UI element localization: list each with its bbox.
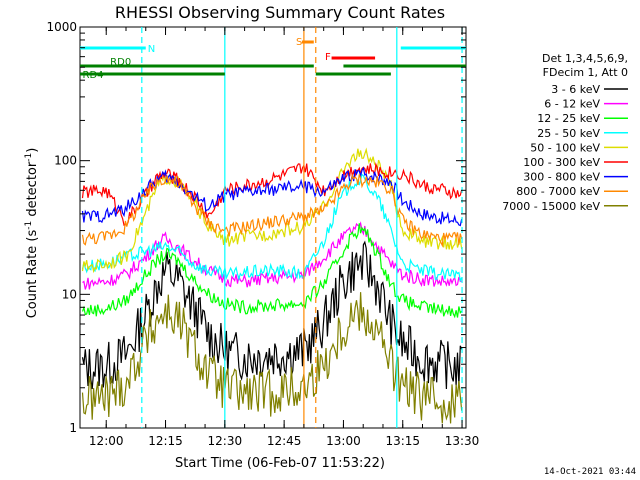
y-axis-label-mid: detector xyxy=(25,161,40,221)
series-line-6 xyxy=(81,161,463,227)
legend-header-line2: FDecim 1, Att 0 xyxy=(543,66,628,79)
y-tick-label: 10 xyxy=(62,287,77,301)
chart-title: RHESSI Observing Summary Count Rates xyxy=(115,3,445,22)
x-tick-label: 12:15 xyxy=(148,434,183,448)
plot-frame xyxy=(79,26,467,429)
legend-label-7: 300 - 800 keV xyxy=(523,171,600,184)
legend-label-4: 25 - 50 keV xyxy=(537,127,600,140)
series-line-4 xyxy=(81,173,463,283)
x-tick-label: 12:30 xyxy=(208,434,243,448)
x-tick-label: 12:45 xyxy=(267,434,302,448)
x-axis-ticks: 12:00 12:15 12:30 12:45 13:00 13:15 13:30 xyxy=(89,27,479,448)
legend-label-8: 800 - 7000 keV xyxy=(516,185,600,198)
y-axis-label-sup1: -1 xyxy=(24,221,34,230)
flag-label-rd4: RD4 xyxy=(83,70,104,81)
flag-label-s: S xyxy=(296,37,302,48)
series-line-5 xyxy=(81,147,463,274)
legend: Det 1,3,4,5,6,9, FDecim 1, Att 0 3 - 6 k… xyxy=(502,52,628,213)
flag-label-n: N xyxy=(148,44,155,55)
legend-label-6: 100 - 300 keV xyxy=(523,156,600,169)
legend-label-3: 12 - 25 keV xyxy=(537,112,600,125)
x-axis-label: Start Time (06-Feb-07 11:53:22) xyxy=(175,456,385,471)
y-tick-label: 100 xyxy=(54,154,77,168)
plot-area: N S F RD0 RD4 xyxy=(79,26,467,429)
x-tick-label: 12:00 xyxy=(89,434,124,448)
legend-label-2: 6 - 12 keV xyxy=(544,98,600,111)
flag-label-rd0: RD0 xyxy=(110,57,131,68)
y-axis-label-end: ) xyxy=(25,148,40,153)
y-axis-label-sup2: -1 xyxy=(24,153,34,162)
flag-label-f: F xyxy=(325,52,331,63)
y-axis-label: Count Rate (s-1 detector-1) xyxy=(24,148,40,319)
series-line-3 xyxy=(81,223,463,319)
legend-label-9: 7000 - 15000 keV xyxy=(502,200,600,213)
x-tick-label: 13:15 xyxy=(385,434,420,448)
legend-label-1: 3 - 6 keV xyxy=(551,83,600,96)
series-line-8 xyxy=(81,173,463,248)
y-tick-label: 1000 xyxy=(46,20,77,34)
x-tick-label: 13:00 xyxy=(326,434,361,448)
series-line-7 xyxy=(81,166,463,227)
y-axis-label-main: Count Rate (s xyxy=(25,230,40,319)
series-line-2 xyxy=(82,221,462,290)
legend-label-5: 50 - 100 keV xyxy=(530,141,600,154)
y-axis-ticks: 1 10 100 1000 xyxy=(46,20,466,435)
legend-header-line1: Det 1,3,4,5,6,9, xyxy=(542,52,628,65)
series-line-1 xyxy=(81,240,463,390)
x-tick-label: 13:30 xyxy=(445,434,480,448)
y-tick-label: 1 xyxy=(69,421,77,435)
series-line-9 xyxy=(81,292,463,424)
timestamp: 14-Oct-2021 03:44 xyxy=(544,467,636,477)
